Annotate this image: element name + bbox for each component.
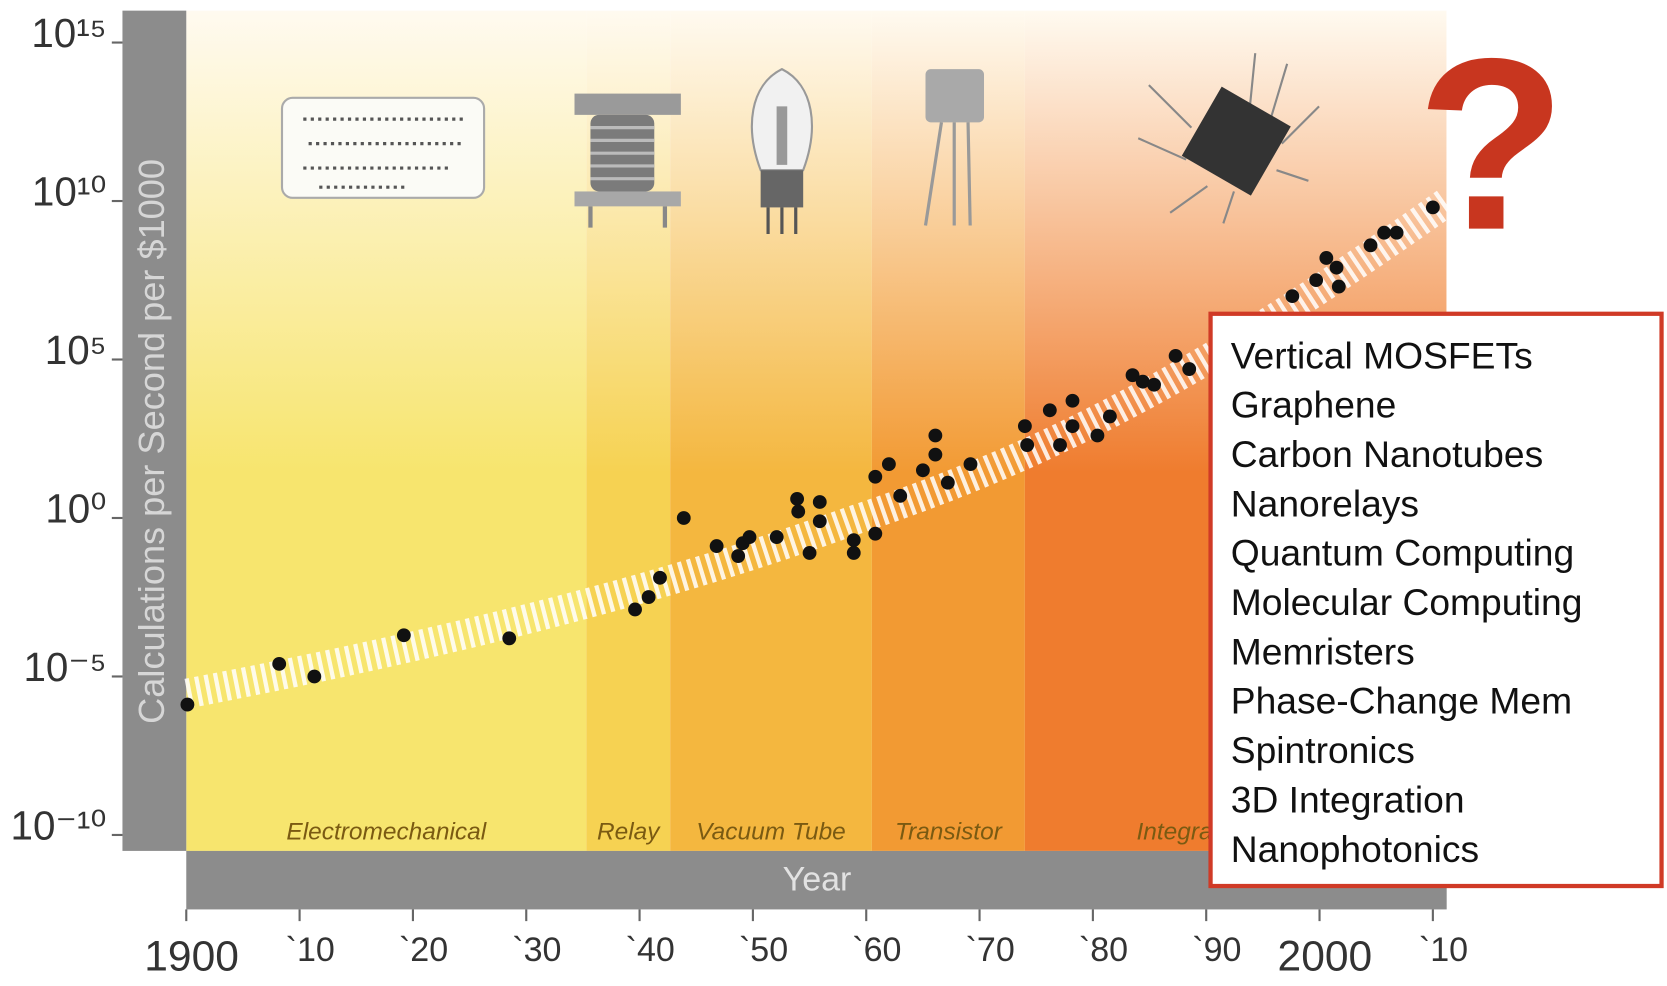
data-point — [180, 698, 194, 712]
era-label: Relay — [597, 818, 661, 845]
data-point — [847, 546, 861, 560]
technology-item: Nanorelays — [1231, 482, 1419, 524]
y-tick-label: 10¹⁰ — [32, 168, 107, 214]
data-point — [790, 492, 804, 506]
x-tick-label: `50 — [739, 931, 788, 969]
y-tick-label: 10⁻⁵ — [23, 644, 106, 690]
data-point — [1018, 419, 1032, 433]
data-point — [1182, 362, 1196, 376]
data-point — [1285, 289, 1299, 303]
data-point — [307, 670, 321, 684]
technology-item: Nanophotonics — [1231, 828, 1479, 870]
question-mark: ? — [1417, 8, 1566, 281]
data-point — [893, 489, 907, 503]
data-point — [1053, 438, 1067, 452]
data-point — [1091, 429, 1105, 443]
data-point — [770, 530, 784, 544]
y-axis-title: Calculations per Second per $1000 — [131, 159, 172, 724]
data-point — [847, 533, 861, 547]
era-label: Electromechanical — [286, 818, 486, 845]
data-point — [1066, 419, 1080, 433]
data-point — [791, 505, 805, 519]
technology-item: Graphene — [1231, 384, 1397, 426]
data-point — [1330, 261, 1344, 275]
era-label: Transistor — [895, 818, 1003, 845]
data-point — [928, 429, 942, 443]
x-tick-label: `90 — [1192, 931, 1241, 969]
x-tick-label: 2000 — [1278, 933, 1373, 981]
technology-item: Vertical MOSFETs — [1231, 334, 1533, 376]
x-tick-label: `80 — [1079, 931, 1128, 969]
punch-card-icon — [282, 98, 484, 198]
technology-item: 3D Integration — [1231, 778, 1465, 820]
x-tick-label: `70 — [966, 931, 1015, 969]
y-tick-label: 10¹⁵ — [31, 10, 106, 56]
x-tick-label: `10 — [1419, 931, 1468, 969]
data-point — [941, 476, 955, 490]
technology-box: Vertical MOSFETs Graphene Carbon Nanotubes… — [1211, 314, 1662, 886]
technology-item: Molecular Computing — [1231, 581, 1583, 623]
x-tick-label: `10 — [286, 931, 335, 969]
data-point — [677, 511, 691, 525]
data-point — [868, 527, 882, 541]
data-point — [397, 628, 411, 642]
chart: Electromechanical Relay Vacuum Tube Transis… — [0, 0, 1667, 986]
x-tick-label: `20 — [399, 931, 448, 969]
data-point — [928, 448, 942, 462]
technology-item: Phase-Change Mem — [1231, 680, 1572, 722]
data-point — [803, 546, 817, 560]
era-band — [872, 11, 1025, 851]
data-point — [642, 590, 656, 604]
data-point — [1066, 394, 1080, 408]
data-point — [710, 539, 724, 553]
data-point — [1169, 349, 1183, 363]
technology-item: Spintronics — [1231, 729, 1415, 771]
data-point — [272, 657, 286, 671]
x-tick-label: 1900 — [144, 933, 239, 981]
page: Electromechanical Relay Vacuum Tube Transis… — [0, 0, 1667, 986]
technology-item: Quantum Computing — [1231, 532, 1574, 574]
y-tick-label: 10⁰ — [45, 485, 106, 531]
data-point — [813, 514, 827, 528]
data-point — [1332, 280, 1346, 294]
data-point — [1147, 378, 1161, 392]
data-point — [1319, 251, 1333, 265]
data-point — [882, 457, 896, 471]
data-point — [1103, 410, 1117, 424]
x-tick-label: `60 — [852, 931, 901, 969]
data-point — [813, 495, 827, 509]
data-point — [1390, 226, 1404, 240]
data-point — [868, 470, 882, 484]
y-tick-label: 10⁵ — [45, 327, 107, 373]
x-tick-label: `40 — [626, 931, 675, 969]
data-point — [1364, 238, 1378, 252]
technology-item: Carbon Nanotubes — [1231, 433, 1543, 475]
data-point — [502, 631, 516, 645]
x-tick-label: `30 — [512, 931, 561, 969]
y-tick-label: 10⁻¹⁰ — [11, 802, 107, 848]
x-axis-title: Year — [783, 861, 852, 899]
data-point — [1043, 403, 1057, 417]
data-point — [1309, 273, 1323, 287]
data-point — [916, 463, 930, 477]
era-label: Vacuum Tube — [696, 818, 846, 845]
data-point — [1020, 438, 1034, 452]
data-point — [743, 530, 757, 544]
data-point — [653, 571, 667, 585]
data-point — [628, 603, 642, 617]
data-point — [1377, 226, 1391, 240]
data-point — [964, 457, 978, 471]
data-point — [731, 549, 745, 563]
technology-item: Memristers — [1231, 630, 1415, 672]
